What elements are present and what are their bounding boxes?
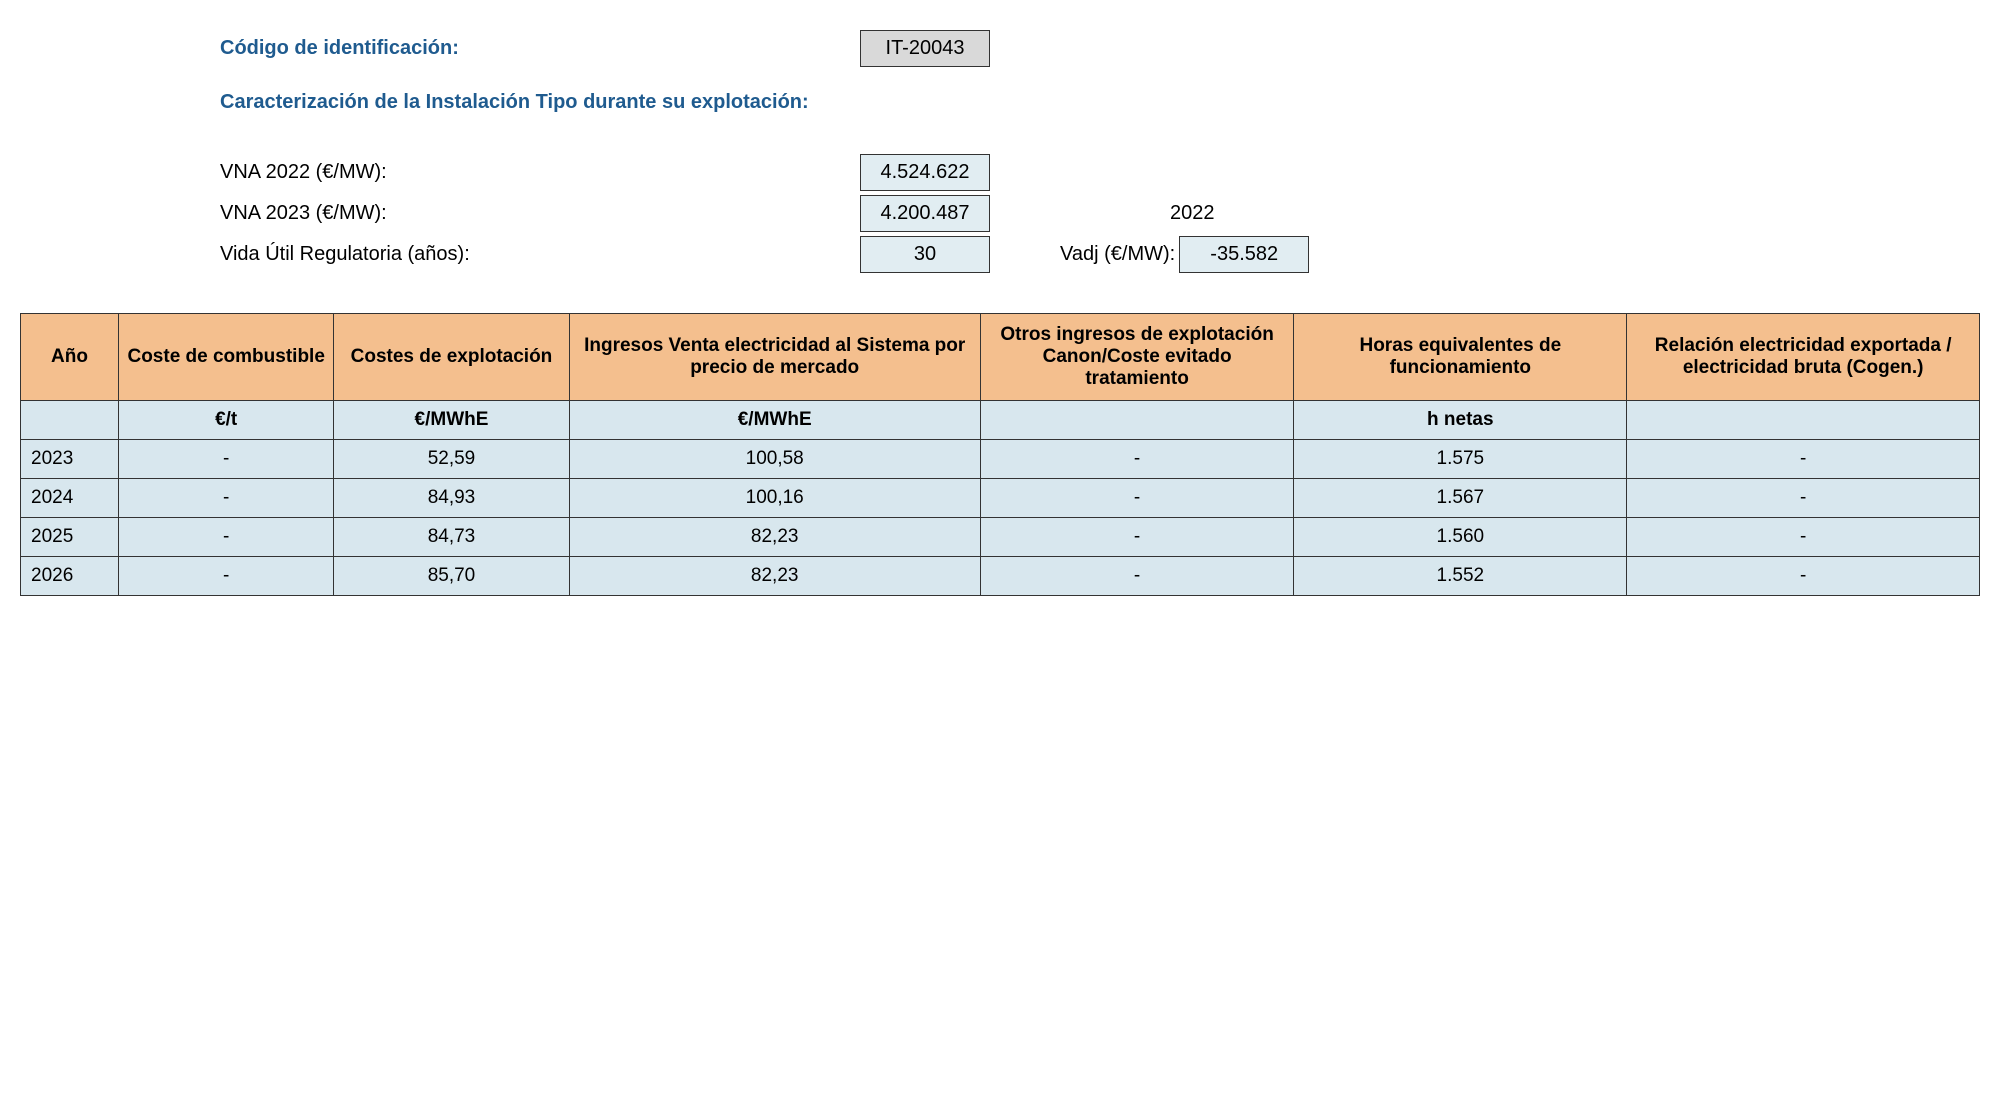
code-label: Código de identificación:: [220, 37, 860, 60]
cell: 1.575: [1294, 440, 1627, 479]
table-row: 2024 - 84,93 100,16 - 1.567 -: [21, 479, 1980, 518]
subtitle: Caracterización de la Instalación Tipo d…: [220, 91, 1980, 114]
cell: 84,73: [334, 518, 569, 557]
cell: 84,93: [334, 479, 569, 518]
unit-cell: h netas: [1294, 401, 1627, 440]
code-value: IT-20043: [860, 30, 990, 67]
col-header: Ingresos Venta electricidad al Sistema p…: [569, 314, 980, 401]
cell: 1.567: [1294, 479, 1627, 518]
cell: 2025: [21, 518, 119, 557]
vna2022-label: VNA 2022 (€/MW):: [220, 161, 860, 184]
cell: -: [1627, 557, 1980, 596]
vna2023-label: VNA 2023 (€/MW):: [220, 202, 860, 225]
cell: -: [980, 557, 1293, 596]
vna2022-value: 4.524.622: [860, 154, 990, 191]
unit-cell: [1627, 401, 1980, 440]
cell: 1.552: [1294, 557, 1627, 596]
cell: -: [980, 479, 1293, 518]
cell: -: [118, 518, 333, 557]
cell: -: [1627, 440, 1980, 479]
vadj-label: Vadj (€/MW):: [1060, 243, 1175, 266]
cell: -: [118, 479, 333, 518]
cell: 100,58: [569, 440, 980, 479]
life-label: Vida Útil Regulatoria (años):: [220, 243, 860, 266]
cell: 1.560: [1294, 518, 1627, 557]
cell: -: [980, 518, 1293, 557]
table-row: 2026 - 85,70 82,23 - 1.552 -: [21, 557, 1980, 596]
cell: 82,23: [569, 557, 980, 596]
table-header-row: Año Coste de combustible Costes de explo…: [21, 314, 1980, 401]
cell: -: [980, 440, 1293, 479]
cell: 100,16: [569, 479, 980, 518]
cell: 52,59: [334, 440, 569, 479]
col-header: Otros ingresos de explotación Canon/Cost…: [980, 314, 1293, 401]
unit-row: €/t €/MWhE €/MWhE h netas: [21, 401, 1980, 440]
summary-rows: VNA 2022 (€/MW): 4.524.622 VNA 2023 (€/M…: [220, 154, 1980, 273]
unit-cell: €/MWhE: [334, 401, 569, 440]
main-table: Año Coste de combustible Costes de explo…: [20, 313, 1980, 596]
life-row: Vida Útil Regulatoria (años): 30 Vadj (€…: [220, 236, 1980, 273]
col-header: Año: [21, 314, 119, 401]
cell: -: [1627, 518, 1980, 557]
life-value: 30: [860, 236, 990, 273]
table-row: 2025 - 84,73 82,23 - 1.560 -: [21, 518, 1980, 557]
unit-cell: €/t: [118, 401, 333, 440]
unit-cell: €/MWhE: [569, 401, 980, 440]
cell: 2024: [21, 479, 119, 518]
vna2023-value: 4.200.487: [860, 195, 990, 232]
vadj-value: -35.582: [1179, 236, 1309, 273]
code-row: Código de identificación: IT-20043: [220, 30, 1980, 67]
col-header: Horas equivalentes de funcionamiento: [1294, 314, 1627, 401]
cell: -: [118, 557, 333, 596]
table-row: 2023 - 52,59 100,58 - 1.575 -: [21, 440, 1980, 479]
cell: 82,23: [569, 518, 980, 557]
col-header: Costes de explotación: [334, 314, 569, 401]
col-header: Relación electricidad exportada / electr…: [1627, 314, 1980, 401]
vna2023-row: VNA 2023 (€/MW): 4.200.487 2022: [220, 195, 1980, 232]
unit-cell: [980, 401, 1293, 440]
col-header: Coste de combustible: [118, 314, 333, 401]
unit-cell: [21, 401, 119, 440]
vna2022-row: VNA 2022 (€/MW): 4.524.622: [220, 154, 1980, 191]
table-body: €/t €/MWhE €/MWhE h netas 2023 - 52,59 1…: [21, 401, 1980, 596]
header-section: Código de identificación: IT-20043 Carac…: [220, 30, 1980, 273]
cell: 2026: [21, 557, 119, 596]
cell: 85,70: [334, 557, 569, 596]
extra-year: 2022: [1170, 202, 1215, 225]
cell: -: [118, 440, 333, 479]
cell: 2023: [21, 440, 119, 479]
cell: -: [1627, 479, 1980, 518]
